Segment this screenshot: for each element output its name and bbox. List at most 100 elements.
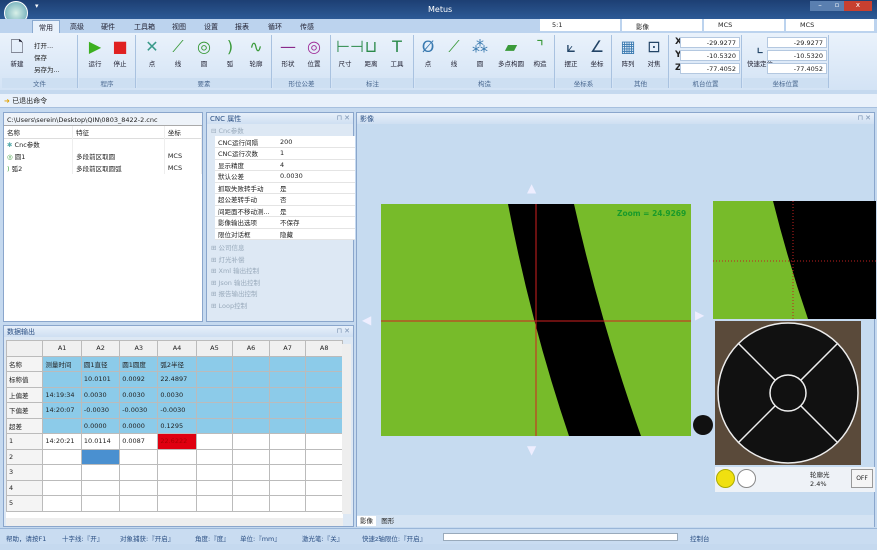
table-cell[interactable] bbox=[305, 433, 343, 450]
table-cell[interactable] bbox=[42, 417, 82, 434]
table-cell[interactable] bbox=[195, 386, 234, 403]
table-cell[interactable]: 0.0087 bbox=[119, 433, 159, 450]
table-cell[interactable] bbox=[305, 448, 343, 465]
pin-close-icon[interactable]: ⊓ ✕ bbox=[336, 327, 350, 335]
table-cell[interactable] bbox=[195, 433, 234, 450]
table-cell[interactable]: 0.1295 bbox=[157, 417, 197, 434]
scale-select[interactable]: 5:1 bbox=[540, 19, 620, 31]
table-cell[interactable] bbox=[232, 479, 270, 496]
column-header[interactable]: A8 bbox=[305, 340, 343, 357]
status-angle[interactable]: 角度:『度』 bbox=[195, 535, 230, 543]
collapsed-section[interactable]: ⊞ 公司信息 bbox=[211, 244, 245, 252]
row-header[interactable]: 标称值 bbox=[6, 371, 44, 388]
row-header[interactable]: 下偏差 bbox=[6, 402, 44, 419]
dimension-button[interactable]: ⊢⊣ 尺寸 bbox=[334, 38, 364, 69]
coordinate-button[interactable]: ∠ 坐标 bbox=[586, 38, 608, 69]
table-cell[interactable] bbox=[305, 479, 343, 496]
table-cell[interactable] bbox=[157, 448, 197, 465]
property-value[interactable]: 200 bbox=[277, 136, 355, 148]
tab-report[interactable]: 报表 bbox=[235, 23, 249, 31]
quick-locate-button[interactable]: ⌞ 快速定位 bbox=[745, 38, 775, 69]
shape-button[interactable]: — 形状 bbox=[277, 38, 299, 69]
table-cell[interactable] bbox=[42, 495, 82, 512]
light-zone-control[interactable] bbox=[715, 321, 861, 465]
table-cell[interactable]: -0.0030 bbox=[157, 402, 197, 419]
tab-graphics[interactable]: 图形 bbox=[381, 517, 395, 525]
maximize-button[interactable]: ▫ bbox=[830, 1, 844, 11]
table-cell[interactable] bbox=[42, 371, 82, 388]
table-cell[interactable]: 22.6222 bbox=[157, 433, 197, 450]
contour-light-icon[interactable] bbox=[716, 469, 735, 488]
table-cell[interactable] bbox=[80, 479, 121, 496]
table-cell[interactable] bbox=[305, 495, 343, 512]
row-header[interactable]: 1 bbox=[6, 433, 44, 450]
multipoint-circle-button[interactable]: ▰ 多点构圆 bbox=[495, 38, 527, 69]
table-cell[interactable]: 14:20:21 bbox=[42, 433, 82, 450]
column-header[interactable]: A4 bbox=[157, 340, 197, 357]
row-header[interactable]: 超差 bbox=[6, 417, 44, 434]
table-cell[interactable]: 0.0092 bbox=[119, 371, 159, 388]
table-cell[interactable]: 圆1直径 bbox=[80, 355, 121, 372]
minimize-button[interactable]: – bbox=[810, 1, 830, 11]
move-right-arrow-icon[interactable]: ▶ bbox=[695, 308, 705, 322]
table-cell[interactable] bbox=[195, 417, 234, 434]
column-header[interactable]: A6 bbox=[232, 340, 270, 357]
close-button[interactable]: x bbox=[844, 1, 872, 11]
list-item[interactable]: ) 弧2 多段前区取圆弧 MCS bbox=[4, 162, 203, 174]
open-button[interactable]: 打开... bbox=[34, 42, 54, 50]
table-cell[interactable] bbox=[305, 464, 343, 481]
camera-view[interactable] bbox=[381, 204, 691, 436]
status-snap[interactable]: 对象捕获:『开启』 bbox=[120, 535, 175, 543]
tool-button[interactable]: T 工具 bbox=[386, 38, 408, 69]
coord-select-1[interactable]: MCS bbox=[704, 19, 784, 31]
table-cell[interactable]: 弧2半径 bbox=[157, 355, 197, 372]
construct-line-button[interactable]: ⟋ 线 bbox=[443, 38, 465, 69]
status-z-limit[interactable]: 快速z轴限位:『开启』 bbox=[362, 535, 427, 543]
stop-button[interactable]: ■ 停止 bbox=[109, 38, 131, 69]
table-cell[interactable] bbox=[80, 464, 121, 481]
table-cell[interactable] bbox=[195, 448, 234, 465]
collapsed-section[interactable]: ⊞ Loop控制 bbox=[211, 301, 248, 310]
table-cell[interactable] bbox=[305, 386, 343, 403]
table-cell[interactable]: 测量时间 bbox=[42, 355, 82, 372]
property-row[interactable]: CNC运行次数 1 bbox=[215, 147, 355, 160]
property-value[interactable]: 是 bbox=[277, 182, 355, 194]
table-cell[interactable]: 14:20:07 bbox=[42, 402, 82, 419]
table-cell[interactable] bbox=[232, 386, 270, 403]
table-cell[interactable] bbox=[232, 402, 270, 419]
property-row[interactable]: 超公差转手动否 bbox=[215, 193, 355, 206]
table-cell[interactable] bbox=[42, 479, 82, 496]
tab-toolbox[interactable]: 工具箱 bbox=[134, 23, 155, 31]
status-unit[interactable]: 单位:『mm』 bbox=[240, 535, 281, 543]
property-row[interactable]: 默认公差 0.0030 bbox=[215, 170, 355, 183]
table-cell[interactable] bbox=[305, 371, 343, 388]
table-cell[interactable] bbox=[42, 448, 82, 465]
tab-advanced[interactable]: 高级 bbox=[70, 23, 84, 31]
table-cell[interactable] bbox=[195, 495, 234, 512]
pin-close-icon[interactable]: ⊓ ✕ bbox=[857, 114, 871, 122]
tab-view[interactable]: 视图 bbox=[172, 23, 186, 31]
table-cell[interactable]: 0.0030 bbox=[80, 386, 121, 403]
tab-image[interactable]: 影像 bbox=[357, 516, 376, 526]
coord-select-2[interactable]: MCS bbox=[786, 19, 874, 31]
row-header[interactable]: 3 bbox=[6, 464, 44, 481]
column-header[interactable]: A3 bbox=[119, 340, 159, 357]
arc-button[interactable]: ) 弧 bbox=[219, 38, 241, 69]
section-cnc-params[interactable]: ⊟ Cnc参数 bbox=[211, 127, 244, 135]
collapsed-section[interactable]: ⊞ Xml 输出控制 bbox=[211, 267, 260, 275]
table-cell[interactable] bbox=[305, 355, 343, 372]
table-cell[interactable]: -0.0030 bbox=[119, 402, 159, 419]
table-cell[interactable] bbox=[119, 448, 159, 465]
table-cell[interactable] bbox=[305, 417, 343, 434]
run-button[interactable]: ▶ 运行 bbox=[84, 38, 106, 69]
property-value[interactable]: 是 bbox=[277, 205, 355, 217]
property-row[interactable]: 间距面不移动测... 是 bbox=[215, 205, 355, 217]
table-cell[interactable] bbox=[232, 417, 270, 434]
quick-access-icon[interactable]: ▾ bbox=[35, 2, 39, 10]
table-cell[interactable] bbox=[80, 495, 121, 512]
pin-close-icon[interactable]: ⊓ ✕ bbox=[336, 114, 350, 122]
table-cell[interactable] bbox=[119, 479, 159, 496]
row-header[interactable]: 4 bbox=[6, 479, 44, 496]
tab-settings[interactable]: 设置 bbox=[204, 23, 218, 31]
